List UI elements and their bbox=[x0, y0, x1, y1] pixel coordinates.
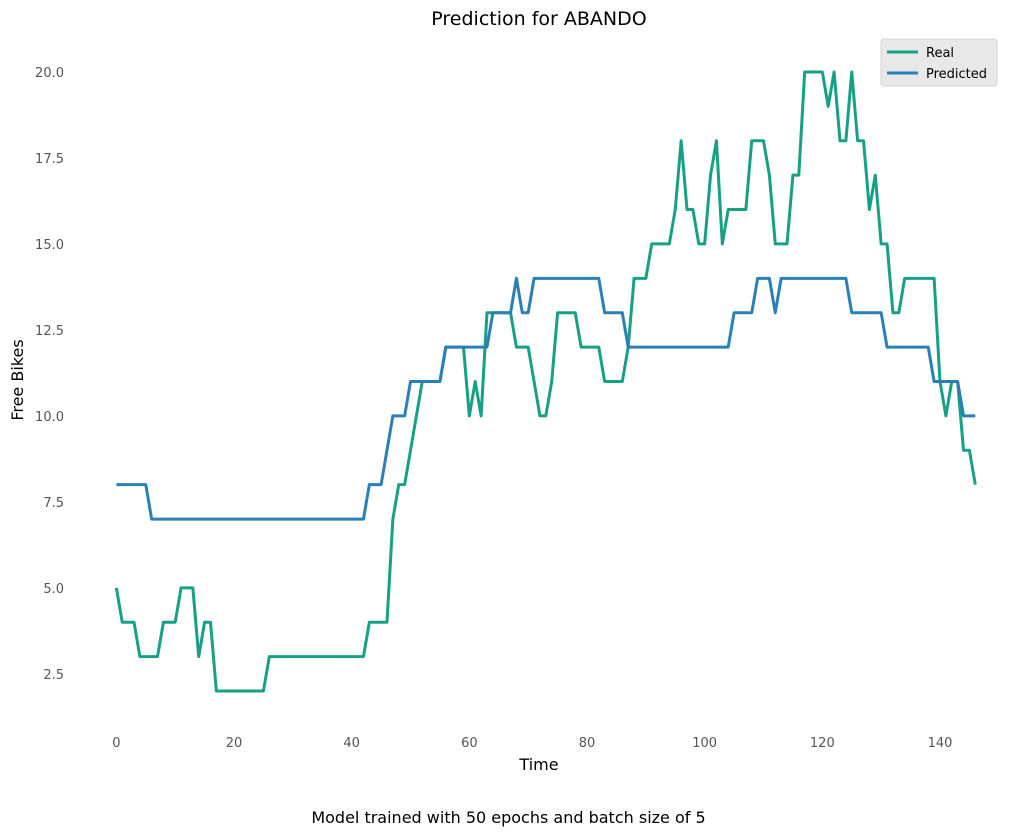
x-tick-label: 120 bbox=[810, 736, 835, 751]
chart-title: Prediction for ABANDO bbox=[431, 8, 646, 30]
y-tick-label: 7.5 bbox=[43, 496, 64, 511]
y-axis-label: Free Bikes bbox=[8, 339, 27, 420]
x-axis-ticks: 0 20 40 60 80 100 120 140 bbox=[112, 736, 952, 751]
x-axis-label: Time bbox=[518, 755, 558, 774]
y-tick-label: 15.0 bbox=[35, 238, 64, 253]
legend: Real Predicted bbox=[880, 38, 998, 87]
y-axis-ticks: 2.5 5.0 7.5 10.0 12.5 15.0 17.5 20.0 bbox=[35, 66, 64, 683]
y-tick-label: 17.5 bbox=[35, 152, 64, 167]
series-line-real bbox=[114, 70, 977, 693]
x-tick-label: 0 bbox=[112, 736, 120, 751]
x-tick-label: 100 bbox=[692, 736, 717, 751]
legend-label-predicted: Predicted bbox=[926, 67, 987, 82]
x-tick-label: 140 bbox=[928, 736, 953, 751]
y-tick-label: 2.5 bbox=[43, 668, 64, 683]
series-line-predicted bbox=[116, 276, 976, 521]
x-tick-label: 20 bbox=[226, 736, 243, 751]
chart-caption: Model trained with 50 epochs and batch s… bbox=[311, 808, 706, 827]
y-tick-label: 20.0 bbox=[35, 66, 64, 81]
x-tick-label: 80 bbox=[579, 736, 596, 751]
y-tick-label: 5.0 bbox=[43, 582, 64, 597]
y-tick-label: 10.0 bbox=[35, 410, 64, 425]
x-tick-label: 60 bbox=[461, 736, 478, 751]
y-tick-label: 12.5 bbox=[35, 324, 64, 339]
legend-label-real: Real bbox=[926, 46, 954, 61]
series-lines bbox=[114, 70, 977, 693]
x-tick-label: 40 bbox=[343, 736, 360, 751]
